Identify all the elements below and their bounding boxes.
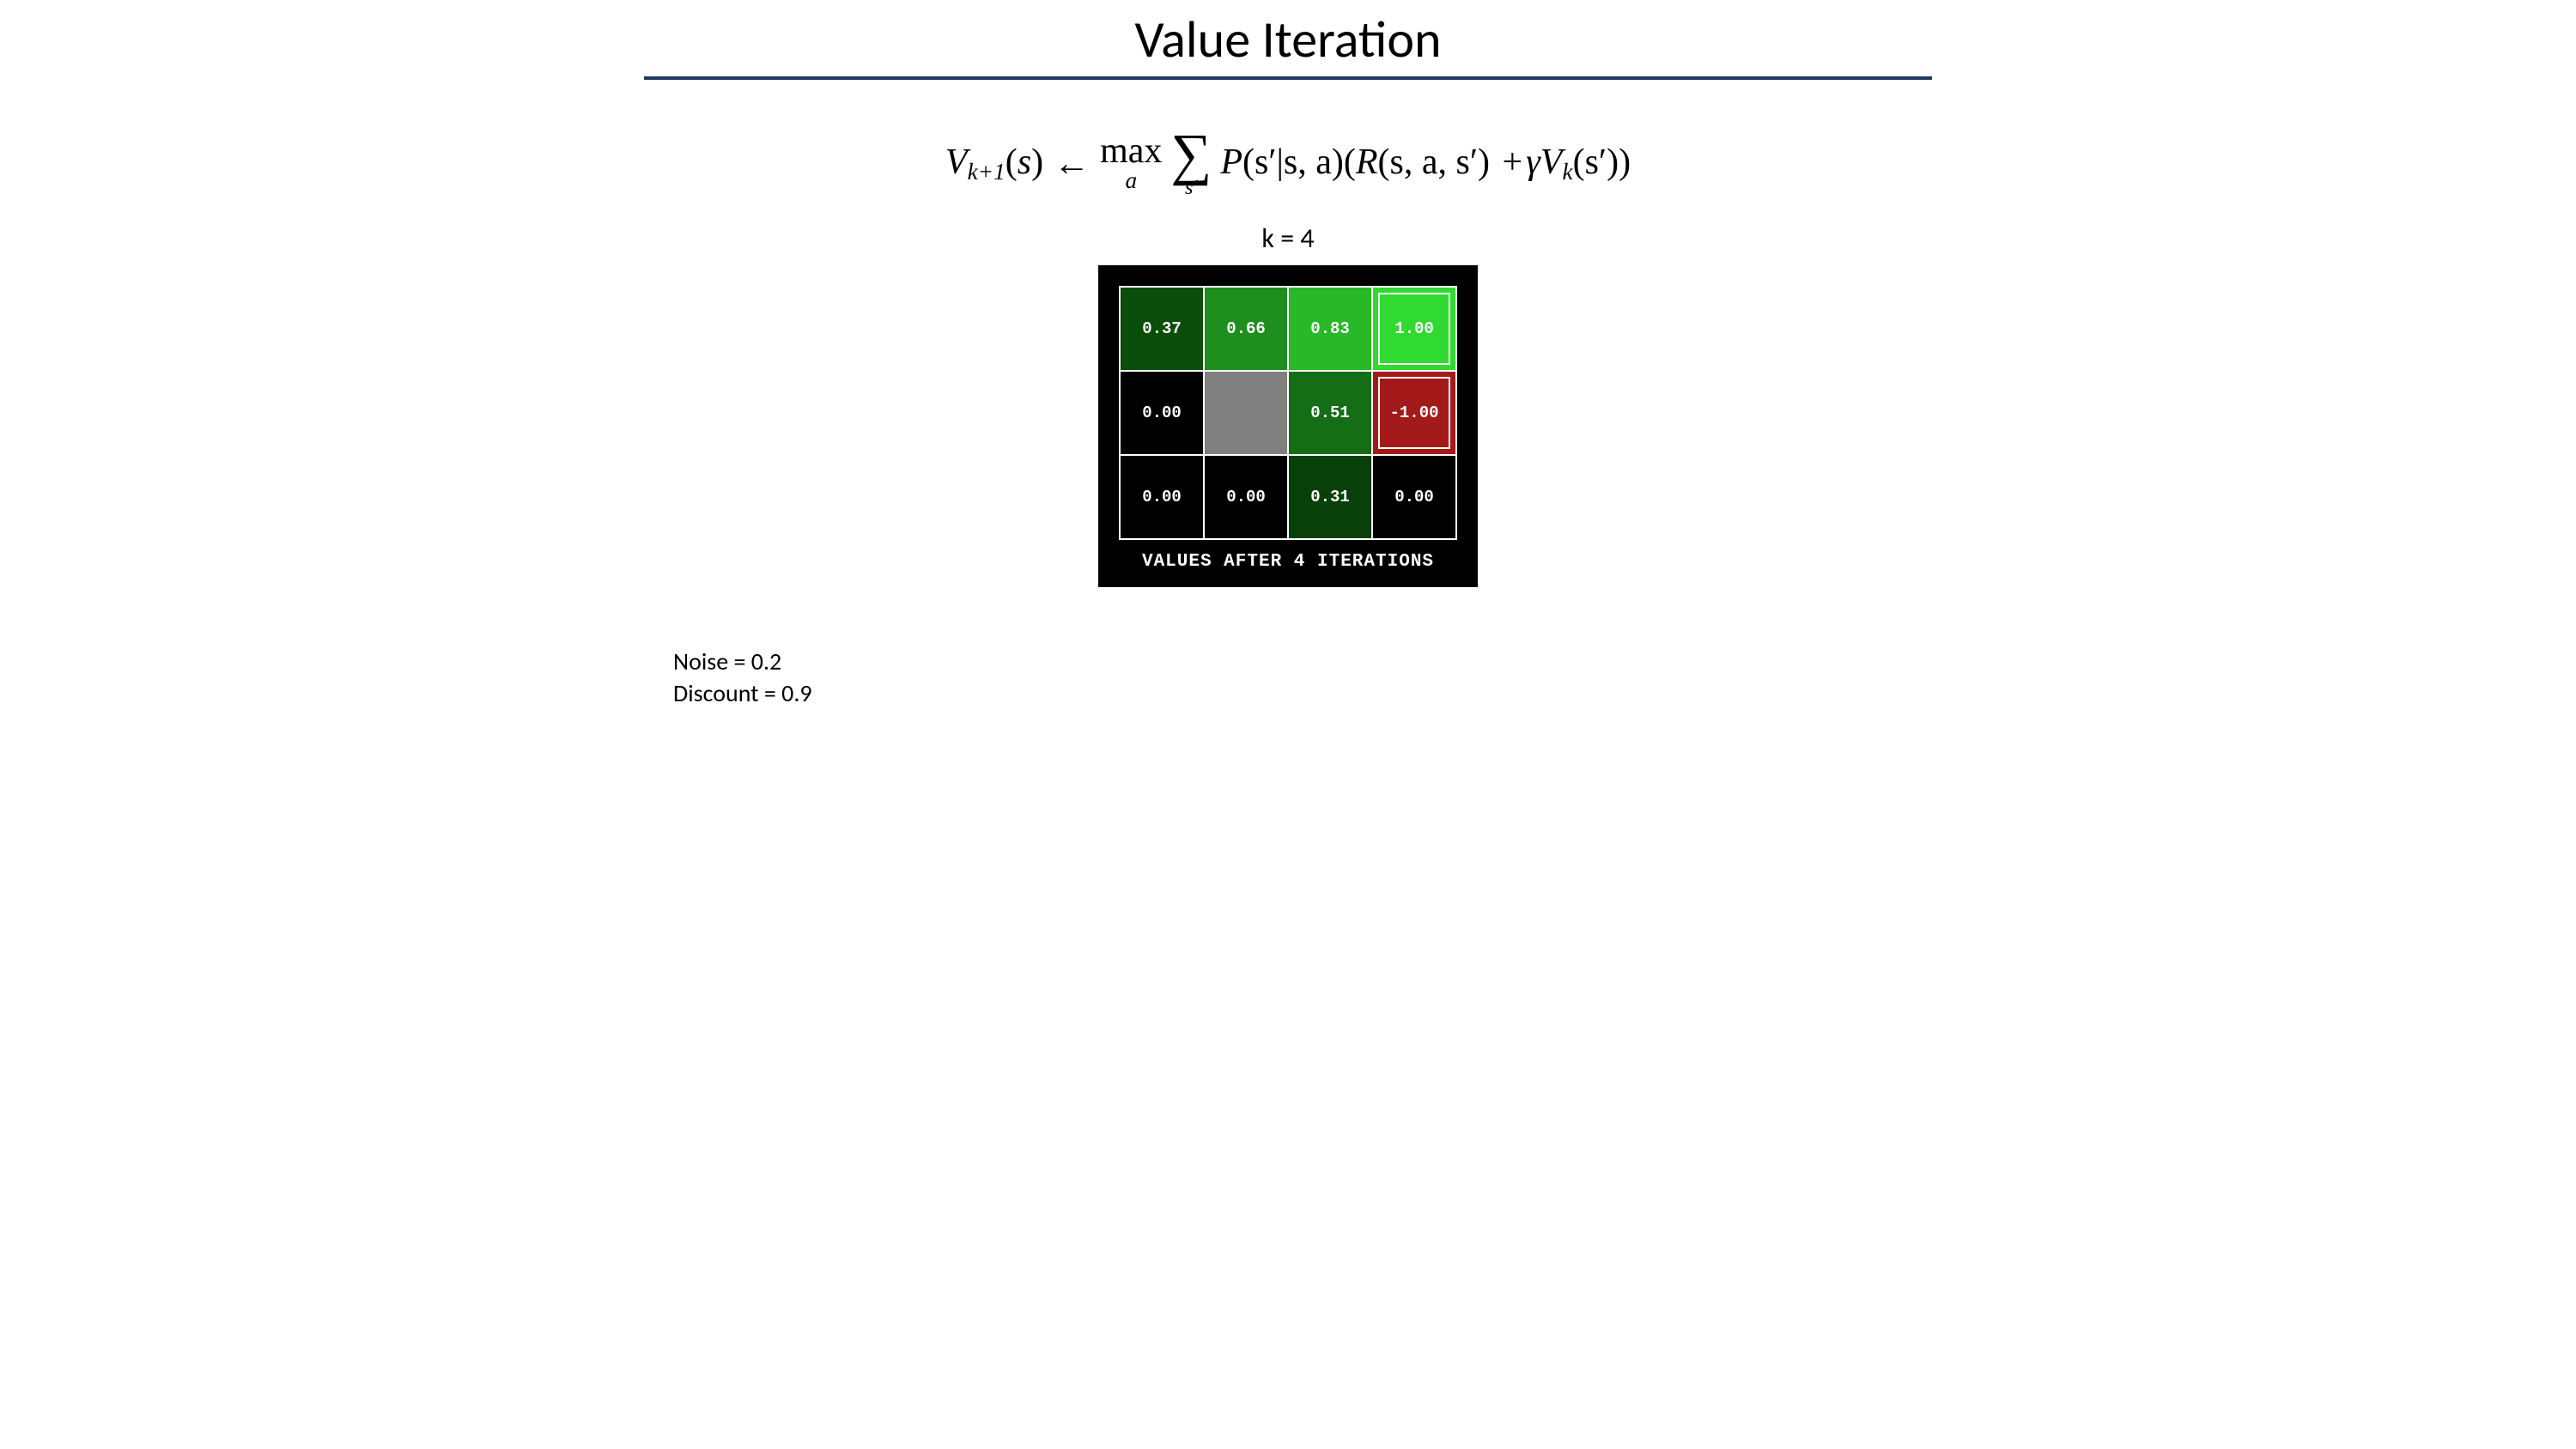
slide: Value Iteration Vk+1(s) ← max a ∑ s′ P(s… xyxy=(644,0,1932,724)
page-title: Value Iteration xyxy=(644,0,1932,76)
grid-cell: 0.00 xyxy=(1373,456,1455,538)
eq-lhs-sub: k+1 xyxy=(968,158,1005,184)
grid-cell: 0.51 xyxy=(1289,372,1371,454)
eq-max: max a xyxy=(1100,136,1162,191)
title-rule xyxy=(644,76,1932,80)
eq-arrow: ← xyxy=(1048,146,1095,182)
value-grid-panel: 0.370.660.831.000.000.51-1.000.000.000.3… xyxy=(1098,265,1478,587)
grid-caption: VALUES AFTER 4 ITERATIONS xyxy=(1119,540,1457,572)
value-grid: 0.370.660.831.000.000.51-1.000.000.000.3… xyxy=(1119,286,1457,540)
eq-gamma: γ xyxy=(1526,142,1540,182)
eq-P-args: (s′|s, a) xyxy=(1242,142,1344,182)
grid-cell: -1.00 xyxy=(1373,372,1455,454)
eq-Vk-var: V xyxy=(1540,142,1563,182)
grid-cell: 0.83 xyxy=(1289,288,1371,370)
eq-sum-sub: s′ xyxy=(1185,179,1198,196)
eq-Vk-arg: (s′) xyxy=(1573,142,1619,182)
eq-lhs-arg: s xyxy=(1018,142,1031,182)
grid-cell: 0.00 xyxy=(1205,456,1287,538)
param-discount: Discount = 0.9 xyxy=(673,678,812,709)
grid-cell: 0.00 xyxy=(1121,372,1203,454)
grid-cell: 1.00 xyxy=(1373,288,1455,370)
sigma-icon: ∑ xyxy=(1170,131,1212,178)
eq-sum: ∑ s′ xyxy=(1170,131,1212,196)
grid-cell xyxy=(1205,372,1287,454)
eq-plus: + xyxy=(1499,142,1527,182)
eq-R: R xyxy=(1356,142,1378,182)
grid-cell: 0.66 xyxy=(1205,288,1287,370)
parameters: Noise = 0.2 Discount = 0.9 xyxy=(673,646,812,709)
eq-P: P xyxy=(1220,142,1242,182)
eq-lhs-var: V xyxy=(945,142,968,182)
value-iteration-equation: Vk+1(s) ← max a ∑ s′ P(s′|s, a)(R(s, a, … xyxy=(644,131,1932,196)
iteration-label: k = 4 xyxy=(644,221,1932,255)
eq-max-label: max xyxy=(1100,136,1162,168)
param-noise: Noise = 0.2 xyxy=(673,646,812,677)
eq-max-sub: a xyxy=(1125,170,1137,191)
grid-cell: 0.31 xyxy=(1289,456,1371,538)
eq-R-args: (s, a, s′) xyxy=(1378,142,1491,182)
eq-Vk-sub: k xyxy=(1562,158,1572,184)
grid-cell: 0.00 xyxy=(1121,456,1203,538)
grid-cell: 0.37 xyxy=(1121,288,1203,370)
